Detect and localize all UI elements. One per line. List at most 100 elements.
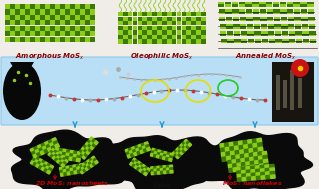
Polygon shape [40, 163, 44, 167]
Bar [273, 9, 280, 12]
Bar [30, 36, 35, 42]
Polygon shape [69, 157, 73, 161]
Polygon shape [169, 165, 173, 168]
Bar [247, 26, 253, 29]
Bar [128, 17, 132, 21]
Bar [10, 15, 15, 20]
Bar [227, 39, 234, 41]
Bar [172, 26, 176, 30]
Polygon shape [30, 148, 35, 152]
Bar [5, 31, 10, 36]
Bar [253, 12, 259, 14]
Bar [301, 19, 308, 21]
Polygon shape [54, 154, 58, 158]
Polygon shape [84, 153, 88, 157]
Bar [287, 19, 294, 21]
Polygon shape [70, 168, 74, 172]
Bar [289, 41, 295, 43]
Polygon shape [155, 149, 158, 152]
Bar [133, 30, 137, 35]
Polygon shape [37, 161, 41, 165]
Bar [162, 21, 167, 26]
Polygon shape [167, 168, 170, 171]
Bar [186, 35, 191, 39]
Polygon shape [255, 164, 260, 169]
Polygon shape [32, 151, 36, 155]
Polygon shape [62, 156, 66, 159]
Bar [186, 40, 191, 44]
Polygon shape [132, 146, 136, 150]
Bar [55, 20, 60, 26]
Bar [20, 9, 25, 15]
Bar [30, 20, 35, 26]
Bar [259, 5, 265, 7]
Polygon shape [258, 156, 263, 160]
Bar [15, 9, 20, 15]
Bar [65, 36, 70, 42]
Polygon shape [59, 162, 63, 165]
Bar [280, 5, 286, 7]
Bar [268, 26, 274, 29]
Bar [295, 26, 301, 29]
Polygon shape [260, 164, 264, 168]
Polygon shape [245, 153, 250, 158]
Bar [274, 19, 280, 21]
Bar [225, 2, 231, 4]
Bar [65, 9, 70, 15]
Bar [75, 20, 80, 26]
Text: Coke: Coke [153, 183, 170, 188]
Bar [40, 9, 45, 15]
Bar [252, 5, 259, 7]
Polygon shape [160, 156, 163, 159]
Bar [20, 20, 25, 26]
Bar [301, 9, 307, 12]
Bar [133, 35, 137, 39]
Bar [296, 41, 302, 43]
Bar [296, 39, 302, 41]
Bar [282, 41, 289, 43]
Polygon shape [244, 145, 249, 149]
Polygon shape [82, 163, 86, 166]
Bar [70, 15, 75, 20]
Bar [201, 12, 206, 16]
Polygon shape [176, 147, 180, 151]
Polygon shape [56, 148, 59, 151]
Bar [20, 26, 25, 31]
Bar [234, 34, 240, 36]
Bar [310, 39, 316, 41]
Bar [186, 21, 191, 26]
Bar [90, 36, 95, 42]
Bar [196, 35, 201, 39]
Bar [308, 19, 315, 21]
Bar [143, 21, 147, 26]
Polygon shape [225, 147, 230, 152]
Polygon shape [125, 149, 129, 153]
Bar [241, 41, 248, 43]
Polygon shape [86, 146, 90, 150]
Bar [143, 40, 147, 44]
Bar [196, 26, 201, 30]
Text: Oleophilic MoS$_x$: Oleophilic MoS$_x$ [130, 52, 194, 62]
Bar [227, 31, 233, 34]
Bar [20, 31, 25, 36]
Polygon shape [254, 153, 258, 157]
Polygon shape [230, 147, 235, 151]
Polygon shape [65, 156, 69, 160]
Polygon shape [166, 165, 169, 168]
Bar [247, 19, 253, 21]
Bar [167, 17, 172, 21]
Bar [40, 36, 45, 42]
Polygon shape [77, 170, 81, 173]
Bar [157, 21, 162, 26]
Polygon shape [82, 155, 86, 159]
Bar [10, 36, 15, 42]
Polygon shape [145, 145, 149, 148]
Polygon shape [33, 154, 38, 158]
Polygon shape [138, 165, 142, 169]
Bar [60, 4, 65, 9]
Bar [232, 5, 238, 7]
Bar [55, 31, 60, 36]
Polygon shape [245, 158, 250, 162]
Bar [274, 17, 280, 19]
Bar [85, 36, 90, 42]
